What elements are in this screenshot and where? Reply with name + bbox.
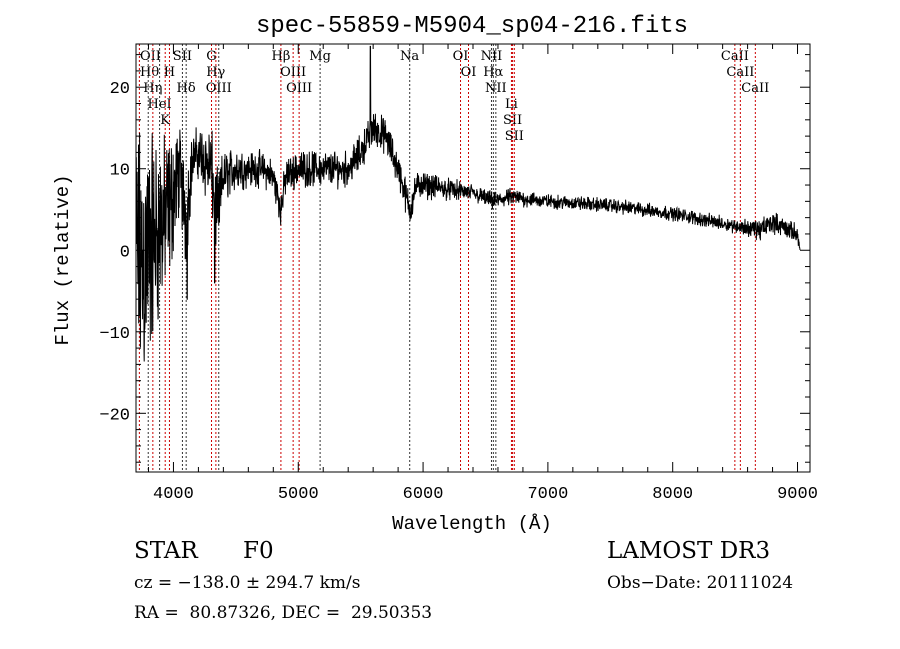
spectral-line-label: Hη: [143, 81, 162, 96]
redshift-cz: cz = −138.0 ± 294.7 km/s: [134, 573, 361, 593]
spectral-line-label: OI: [453, 49, 469, 64]
spectral-line-label: NII: [485, 81, 507, 96]
spectral-line-label: H: [164, 65, 175, 80]
y-tick-label: 10: [110, 162, 130, 181]
spectral-line-label: Li: [505, 97, 518, 112]
spectral-line-label: OII: [140, 49, 161, 64]
spectral-line-label: K: [160, 113, 170, 128]
spectrum-series: [135, 45, 801, 362]
spectral-line-label: G: [206, 49, 216, 64]
survey: LAMOST DR3: [607, 538, 771, 564]
y-axis-label: Flux (relative): [52, 174, 74, 345]
spectral-line-label: CaII: [741, 81, 769, 96]
spectral-line-label: Mg: [309, 49, 331, 64]
spectral-line-label: Na: [400, 49, 419, 64]
spectral-line-label: Hθ: [140, 65, 159, 80]
plot-frame: [135, 43, 811, 473]
subclass: F0: [243, 538, 274, 564]
coordinates: RA = 80.87326, DEC = 29.50353: [134, 603, 433, 623]
spectral-line-label: OIII: [286, 81, 312, 96]
spectral-line-label: OIII: [280, 65, 306, 80]
x-axis-label: Wavelength (Å): [392, 513, 552, 535]
x-tick-label: 7000: [527, 485, 568, 504]
axis-ticks: 4000 5000 6000 7000 8000 9000 −20 −10 0 10 20: [99, 44, 818, 504]
spectral-line-label: Hβ: [272, 49, 291, 64]
x-tick-label: 6000: [403, 485, 444, 504]
spectral-line-label: OI: [461, 65, 477, 80]
x-tick-label: 9000: [777, 485, 818, 504]
spectral-line-label: HeI: [148, 97, 172, 112]
spectral-line-label: SII: [173, 49, 192, 64]
obs-date: Obs−Date: 20111024: [607, 573, 794, 593]
y-tick-label: 20: [110, 80, 130, 99]
spectral-line-label: OIII: [206, 81, 232, 96]
x-tick-label: 8000: [652, 485, 693, 504]
chart-title: spec-55859-M5904_sp04-216.fits: [256, 13, 688, 40]
spectral-line-label: NII: [481, 49, 503, 64]
spectral-line-label: Hδ: [177, 81, 196, 96]
y-tick-label: −10: [99, 325, 130, 344]
spectral-line-label: CaII: [721, 49, 749, 64]
spectral-line-label: Hγ: [206, 65, 225, 80]
spectral-line-label: CaII: [726, 65, 754, 80]
spectral-line-label: SII: [505, 129, 524, 144]
x-tick-label: 4000: [153, 485, 194, 504]
y-tick-label: −20: [99, 406, 130, 425]
spectral-line-label: SII: [503, 113, 522, 128]
object-class: STAR: [134, 538, 198, 564]
x-tick-label: 5000: [278, 485, 319, 504]
y-tick-label: 0: [120, 243, 130, 262]
spectral-line-label: Hα: [483, 65, 503, 80]
